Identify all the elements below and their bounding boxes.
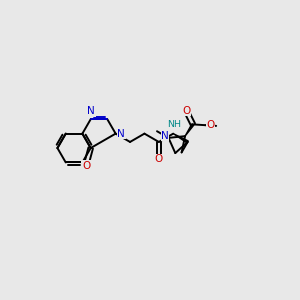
Text: O: O <box>82 160 90 170</box>
Text: N: N <box>161 131 169 141</box>
Text: N: N <box>87 106 95 116</box>
Text: N: N <box>118 129 125 139</box>
Text: O: O <box>155 154 163 164</box>
Text: O: O <box>182 106 190 116</box>
Polygon shape <box>185 124 194 136</box>
Text: O: O <box>206 120 215 130</box>
Text: NH: NH <box>167 121 181 130</box>
Polygon shape <box>173 134 188 143</box>
